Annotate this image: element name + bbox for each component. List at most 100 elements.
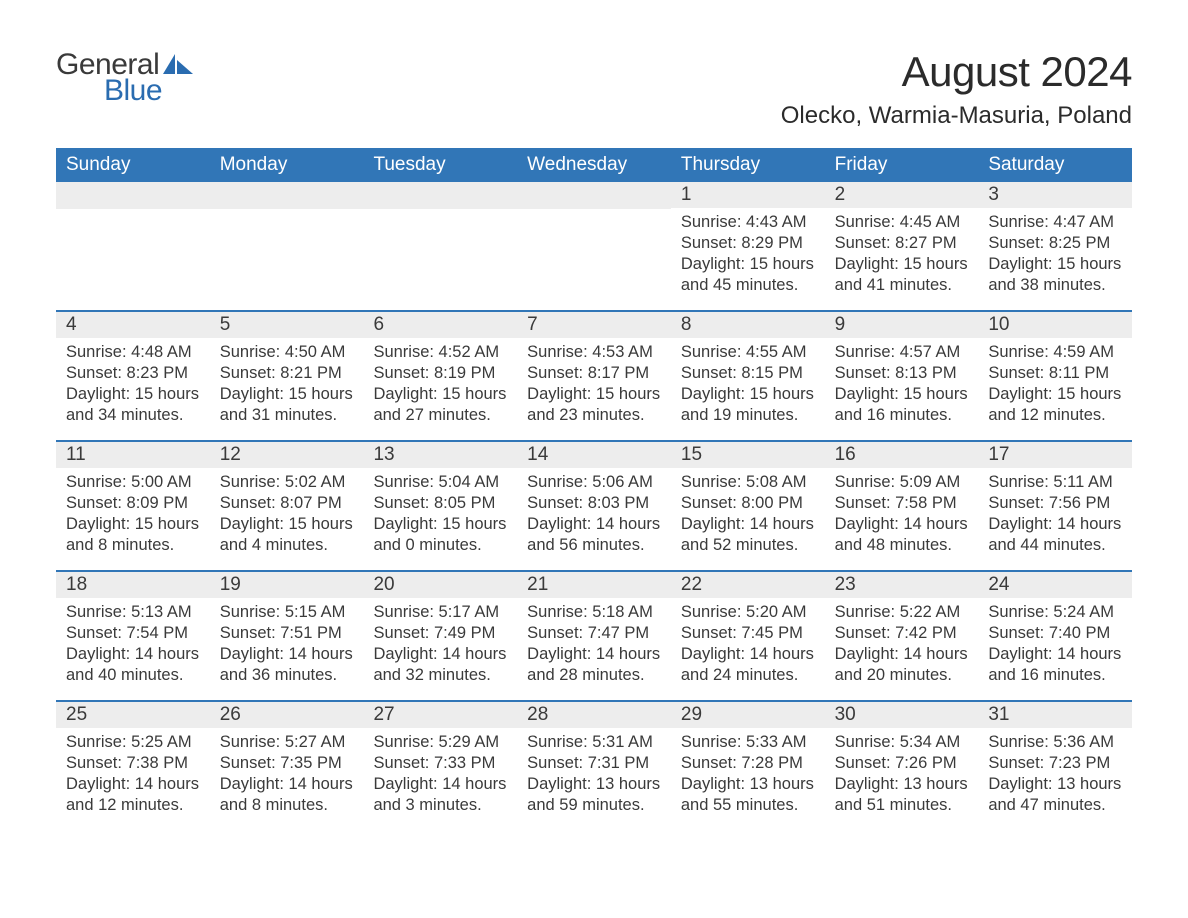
daylight-text: Daylight: 15 hours and 27 minutes.: [373, 384, 507, 426]
day-number: 11: [56, 442, 210, 468]
day-number: 13: [363, 442, 517, 468]
day-cell: 31Sunrise: 5:36 AMSunset: 7:23 PMDayligh…: [978, 702, 1132, 830]
day-cell: 27Sunrise: 5:29 AMSunset: 7:33 PMDayligh…: [363, 702, 517, 830]
day-number: 26: [210, 702, 364, 728]
sunrise-text: Sunrise: 5:11 AM: [988, 472, 1122, 493]
sunrise-text: Sunrise: 5:34 AM: [835, 732, 969, 753]
day-number: 25: [56, 702, 210, 728]
day-details: Sunrise: 5:25 AMSunset: 7:38 PMDaylight:…: [56, 728, 210, 824]
day-number: 16: [825, 442, 979, 468]
sunset-text: Sunset: 8:23 PM: [66, 363, 200, 384]
dow-cell: Friday: [825, 148, 979, 182]
sunrise-text: Sunrise: 5:15 AM: [220, 602, 354, 623]
sunrise-text: Sunrise: 5:31 AM: [527, 732, 661, 753]
title-block: August 2024 Olecko, Warmia-Masuria, Pola…: [781, 48, 1132, 130]
sunset-text: Sunset: 8:27 PM: [835, 233, 969, 254]
day-details: Sunrise: 5:00 AMSunset: 8:09 PMDaylight:…: [56, 468, 210, 564]
day-cell: [56, 182, 210, 310]
day-details: Sunrise: 5:11 AMSunset: 7:56 PMDaylight:…: [978, 468, 1132, 564]
day-details: Sunrise: 4:45 AMSunset: 8:27 PMDaylight:…: [825, 208, 979, 304]
daylight-text: Daylight: 14 hours and 16 minutes.: [988, 644, 1122, 686]
sunrise-text: Sunrise: 4:52 AM: [373, 342, 507, 363]
daylight-text: Daylight: 15 hours and 31 minutes.: [220, 384, 354, 426]
sunrise-text: Sunrise: 4:48 AM: [66, 342, 200, 363]
sunset-text: Sunset: 7:26 PM: [835, 753, 969, 774]
day-cell: [517, 182, 671, 310]
sunset-text: Sunset: 7:58 PM: [835, 493, 969, 514]
day-cell: 2Sunrise: 4:45 AMSunset: 8:27 PMDaylight…: [825, 182, 979, 310]
page-subtitle: Olecko, Warmia-Masuria, Poland: [781, 102, 1132, 130]
logo: General Blue: [56, 48, 193, 108]
sunset-text: Sunset: 7:33 PM: [373, 753, 507, 774]
sunrise-text: Sunrise: 5:29 AM: [373, 732, 507, 753]
day-number-empty: [363, 182, 517, 209]
day-details: Sunrise: 4:50 AMSunset: 8:21 PMDaylight:…: [210, 338, 364, 434]
day-cell: 7Sunrise: 4:53 AMSunset: 8:17 PMDaylight…: [517, 312, 671, 440]
day-details: Sunrise: 4:53 AMSunset: 8:17 PMDaylight:…: [517, 338, 671, 434]
sunset-text: Sunset: 8:00 PM: [681, 493, 815, 514]
day-details: Sunrise: 5:20 AMSunset: 7:45 PMDaylight:…: [671, 598, 825, 694]
day-details: Sunrise: 5:02 AMSunset: 8:07 PMDaylight:…: [210, 468, 364, 564]
sunrise-text: Sunrise: 5:24 AM: [988, 602, 1122, 623]
day-cell: 11Sunrise: 5:00 AMSunset: 8:09 PMDayligh…: [56, 442, 210, 570]
day-cell: 18Sunrise: 5:13 AMSunset: 7:54 PMDayligh…: [56, 572, 210, 700]
day-cell: 4Sunrise: 4:48 AMSunset: 8:23 PMDaylight…: [56, 312, 210, 440]
day-cell: 28Sunrise: 5:31 AMSunset: 7:31 PMDayligh…: [517, 702, 671, 830]
daylight-text: Daylight: 15 hours and 4 minutes.: [220, 514, 354, 556]
logo-text-bottom: Blue: [104, 74, 162, 108]
header: General Blue August 2024 Olecko, Warmia-…: [56, 48, 1132, 130]
sunrise-text: Sunrise: 4:43 AM: [681, 212, 815, 233]
sunrise-text: Sunrise: 5:17 AM: [373, 602, 507, 623]
dow-cell: Thursday: [671, 148, 825, 182]
day-cell: 25Sunrise: 5:25 AMSunset: 7:38 PMDayligh…: [56, 702, 210, 830]
day-cell: [210, 182, 364, 310]
sunrise-text: Sunrise: 4:59 AM: [988, 342, 1122, 363]
calendar: SundayMondayTuesdayWednesdayThursdayFrid…: [56, 148, 1132, 830]
day-number: 5: [210, 312, 364, 338]
day-number-empty: [210, 182, 364, 209]
day-cell: 29Sunrise: 5:33 AMSunset: 7:28 PMDayligh…: [671, 702, 825, 830]
day-number: 3: [978, 182, 1132, 208]
day-details: Sunrise: 4:59 AMSunset: 8:11 PMDaylight:…: [978, 338, 1132, 434]
sunset-text: Sunset: 7:56 PM: [988, 493, 1122, 514]
sunset-text: Sunset: 8:17 PM: [527, 363, 661, 384]
sunset-text: Sunset: 7:35 PM: [220, 753, 354, 774]
day-number: 17: [978, 442, 1132, 468]
day-cell: 20Sunrise: 5:17 AMSunset: 7:49 PMDayligh…: [363, 572, 517, 700]
daylight-text: Daylight: 14 hours and 8 minutes.: [220, 774, 354, 816]
day-details: Sunrise: 5:29 AMSunset: 7:33 PMDaylight:…: [363, 728, 517, 824]
sunset-text: Sunset: 8:19 PM: [373, 363, 507, 384]
day-cell: 8Sunrise: 4:55 AMSunset: 8:15 PMDaylight…: [671, 312, 825, 440]
daylight-text: Daylight: 14 hours and 44 minutes.: [988, 514, 1122, 556]
sunset-text: Sunset: 7:49 PM: [373, 623, 507, 644]
day-number: 8: [671, 312, 825, 338]
day-details: Sunrise: 5:09 AMSunset: 7:58 PMDaylight:…: [825, 468, 979, 564]
sunrise-text: Sunrise: 5:04 AM: [373, 472, 507, 493]
daylight-text: Daylight: 15 hours and 0 minutes.: [373, 514, 507, 556]
day-number: 6: [363, 312, 517, 338]
day-number: 1: [671, 182, 825, 208]
sunset-text: Sunset: 8:03 PM: [527, 493, 661, 514]
week-row: 1Sunrise: 4:43 AMSunset: 8:29 PMDaylight…: [56, 182, 1132, 310]
sunrise-text: Sunrise: 5:20 AM: [681, 602, 815, 623]
page-title: August 2024: [781, 48, 1132, 96]
dow-cell: Saturday: [978, 148, 1132, 182]
sunset-text: Sunset: 7:38 PM: [66, 753, 200, 774]
day-number: 28: [517, 702, 671, 728]
day-details: Sunrise: 5:06 AMSunset: 8:03 PMDaylight:…: [517, 468, 671, 564]
sunset-text: Sunset: 8:29 PM: [681, 233, 815, 254]
sunrise-text: Sunrise: 5:22 AM: [835, 602, 969, 623]
sunset-text: Sunset: 8:05 PM: [373, 493, 507, 514]
sunrise-text: Sunrise: 5:36 AM: [988, 732, 1122, 753]
day-cell: 3Sunrise: 4:47 AMSunset: 8:25 PMDaylight…: [978, 182, 1132, 310]
day-details: Sunrise: 4:47 AMSunset: 8:25 PMDaylight:…: [978, 208, 1132, 304]
day-details: Sunrise: 5:08 AMSunset: 8:00 PMDaylight:…: [671, 468, 825, 564]
day-cell: 10Sunrise: 4:59 AMSunset: 8:11 PMDayligh…: [978, 312, 1132, 440]
day-number: 18: [56, 572, 210, 598]
day-details: Sunrise: 5:17 AMSunset: 7:49 PMDaylight:…: [363, 598, 517, 694]
day-cell: 23Sunrise: 5:22 AMSunset: 7:42 PMDayligh…: [825, 572, 979, 700]
sunrise-text: Sunrise: 4:45 AM: [835, 212, 969, 233]
daylight-text: Daylight: 14 hours and 40 minutes.: [66, 644, 200, 686]
daylight-text: Daylight: 14 hours and 28 minutes.: [527, 644, 661, 686]
day-cell: 26Sunrise: 5:27 AMSunset: 7:35 PMDayligh…: [210, 702, 364, 830]
